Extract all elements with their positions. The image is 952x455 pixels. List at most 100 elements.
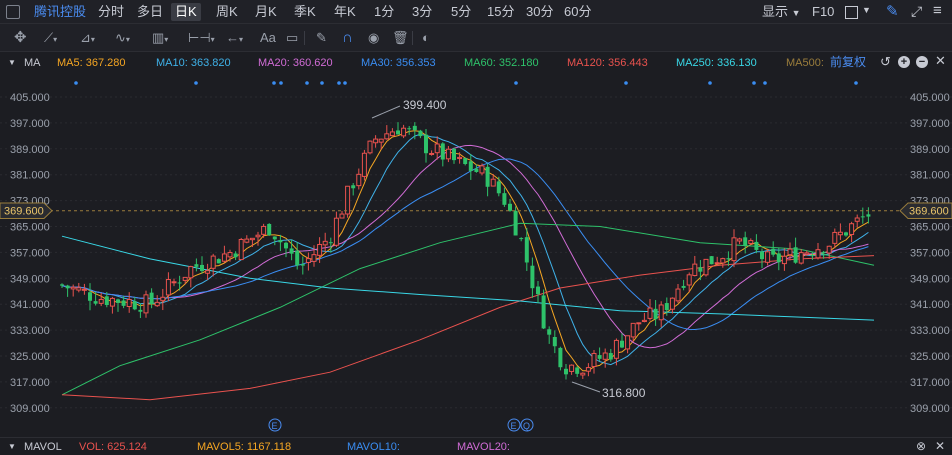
candle-body[interactable] <box>154 301 160 307</box>
candle-body[interactable] <box>664 303 669 311</box>
text-tool-icon[interactable]: Aa <box>260 30 276 45</box>
candle-body[interactable] <box>109 297 115 307</box>
signal-dot[interactable] <box>279 81 283 85</box>
candle-body[interactable] <box>641 319 647 322</box>
candle-body[interactable] <box>210 255 216 269</box>
candle-body[interactable] <box>76 287 82 291</box>
candle-body[interactable] <box>726 258 731 260</box>
candle-body[interactable] <box>424 134 428 154</box>
display-menu[interactable]: 显示 ▼ <box>758 3 805 21</box>
candle-body[interactable] <box>787 248 793 256</box>
candle-body[interactable] <box>389 131 395 137</box>
signal-dot[interactable] <box>305 81 309 85</box>
collapse-icon[interactable]: ▼ <box>8 58 16 67</box>
candle-body[interactable] <box>541 295 546 329</box>
tab-period[interactable]: 5分 <box>451 4 472 19</box>
candle-body[interactable] <box>771 248 776 255</box>
candle-body[interactable] <box>580 372 586 376</box>
candle-body[interactable] <box>720 258 726 264</box>
candle-body[interactable] <box>440 143 445 160</box>
candle-body[interactable] <box>255 234 261 238</box>
candle-body[interactable] <box>88 292 92 301</box>
candle-body[interactable] <box>748 240 754 244</box>
candle-body[interactable] <box>854 217 860 222</box>
candle-body[interactable] <box>524 237 529 263</box>
candle-body[interactable] <box>165 279 171 296</box>
candle-body[interactable] <box>844 232 848 236</box>
range-tool-icon[interactable]: ⊢⊣▾ <box>188 30 215 45</box>
candle-body[interactable] <box>585 367 591 372</box>
candle-body[interactable] <box>429 152 435 155</box>
menu-icon[interactable]: ≡ <box>933 2 942 19</box>
fib-tool-icon[interactable]: ▥▾ <box>152 30 169 45</box>
candle-body[interactable] <box>675 288 681 302</box>
candle-body[interactable] <box>205 270 211 274</box>
tab-period[interactable]: 日K <box>171 3 201 21</box>
candle-body[interactable] <box>490 178 496 187</box>
candle-body[interactable] <box>396 130 400 135</box>
tab-period[interactable]: 15分 <box>487 4 515 19</box>
candle-body[interactable] <box>597 355 602 359</box>
pen-icon[interactable]: ✎ <box>886 3 899 20</box>
candle-body[interactable] <box>569 364 575 372</box>
wave-tool-icon[interactable]: ∿▾ <box>115 30 130 45</box>
undo-icon[interactable]: ↺ <box>880 54 891 69</box>
candle-body[interactable] <box>70 286 76 290</box>
candle-body[interactable] <box>227 252 233 258</box>
candle-body[interactable] <box>513 210 518 236</box>
candle-body[interactable] <box>686 274 692 286</box>
candle-body[interactable] <box>558 347 563 368</box>
candle-body[interactable] <box>653 308 658 320</box>
candle-body[interactable] <box>731 237 737 262</box>
candle-body[interactable] <box>60 284 64 286</box>
candle-body[interactable] <box>810 255 815 257</box>
candle-body[interactable] <box>692 263 698 277</box>
signal-dot[interactable] <box>854 81 858 85</box>
signal-dot[interactable] <box>763 81 767 85</box>
candle-body[interactable] <box>613 339 619 359</box>
candle-body[interactable] <box>798 252 804 264</box>
close-icon[interactable]: ✕ <box>935 439 946 453</box>
candle-body[interactable] <box>378 138 384 143</box>
candle-body[interactable] <box>647 307 653 319</box>
candle-body[interactable] <box>295 250 300 266</box>
collapse-icon[interactable]: ▼ <box>8 442 16 451</box>
candle-body[interactable] <box>849 223 855 235</box>
candle-body[interactable] <box>333 217 339 246</box>
candle-body[interactable] <box>373 138 379 144</box>
candle-body[interactable] <box>407 128 412 130</box>
candle-body[interactable] <box>547 329 552 335</box>
candle-body[interactable] <box>143 294 149 314</box>
candle-body[interactable] <box>754 241 759 250</box>
candle-body[interactable] <box>793 247 798 263</box>
candle-body[interactable] <box>126 299 132 307</box>
candle-body[interactable] <box>698 267 703 272</box>
candle-body[interactable] <box>81 288 87 291</box>
candle-body[interactable] <box>160 296 166 302</box>
checkbox-icon[interactable] <box>6 5 20 19</box>
stock-name-tab[interactable]: 腾讯控股 <box>34 4 87 19</box>
candle-body[interactable] <box>457 156 463 160</box>
arrow-tool-icon[interactable]: ←▾ <box>226 30 244 45</box>
tab-period[interactable]: 年K <box>334 4 356 19</box>
add-icon[interactable]: + <box>898 56 910 68</box>
candle-body[interactable] <box>93 301 98 304</box>
candle-body[interactable] <box>272 236 277 240</box>
expand-icon[interactable]: ⤢ <box>911 3 923 19</box>
candle-body[interactable] <box>434 143 440 154</box>
mavol-label[interactable]: MAVOL <box>24 441 62 453</box>
candle-body[interactable] <box>743 237 748 246</box>
candle-body[interactable] <box>620 340 624 348</box>
signal-dot[interactable] <box>337 81 341 85</box>
candle-body[interactable] <box>305 258 311 263</box>
candle-body[interactable] <box>244 238 250 243</box>
candle-body[interactable] <box>508 203 512 211</box>
signal-dot[interactable] <box>624 81 628 85</box>
candle-body[interactable] <box>300 264 305 266</box>
candle-body[interactable] <box>284 242 288 249</box>
candle-body[interactable] <box>815 249 821 259</box>
candle-body[interactable] <box>339 213 345 219</box>
candle-body[interactable] <box>452 148 456 161</box>
candle-body[interactable] <box>322 240 328 246</box>
candle-body[interactable] <box>238 239 244 261</box>
